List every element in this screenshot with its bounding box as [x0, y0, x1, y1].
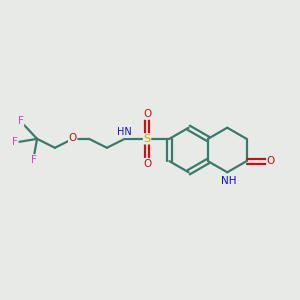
Text: F: F [31, 155, 37, 165]
Text: NH: NH [221, 176, 236, 186]
Text: O: O [143, 158, 151, 169]
Text: F: F [18, 116, 24, 126]
Text: F: F [12, 137, 18, 147]
Text: O: O [143, 109, 151, 119]
Text: O: O [267, 156, 275, 166]
Text: O: O [69, 133, 77, 143]
Text: HN: HN [117, 127, 132, 137]
Text: S: S [143, 134, 151, 144]
